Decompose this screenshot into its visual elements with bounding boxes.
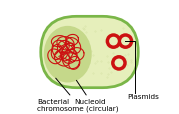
FancyBboxPatch shape: [39, 16, 140, 89]
Circle shape: [111, 56, 127, 71]
Circle shape: [118, 34, 133, 49]
Ellipse shape: [44, 27, 92, 83]
Circle shape: [106, 34, 121, 49]
Text: Plasmids: Plasmids: [128, 94, 159, 100]
Text: Bacterial
chromosome (circular): Bacterial chromosome (circular): [37, 78, 119, 111]
Circle shape: [121, 37, 130, 46]
Circle shape: [115, 59, 123, 68]
Text: Nucleoid: Nucleoid: [74, 81, 106, 104]
Circle shape: [109, 37, 118, 46]
FancyBboxPatch shape: [42, 18, 137, 87]
